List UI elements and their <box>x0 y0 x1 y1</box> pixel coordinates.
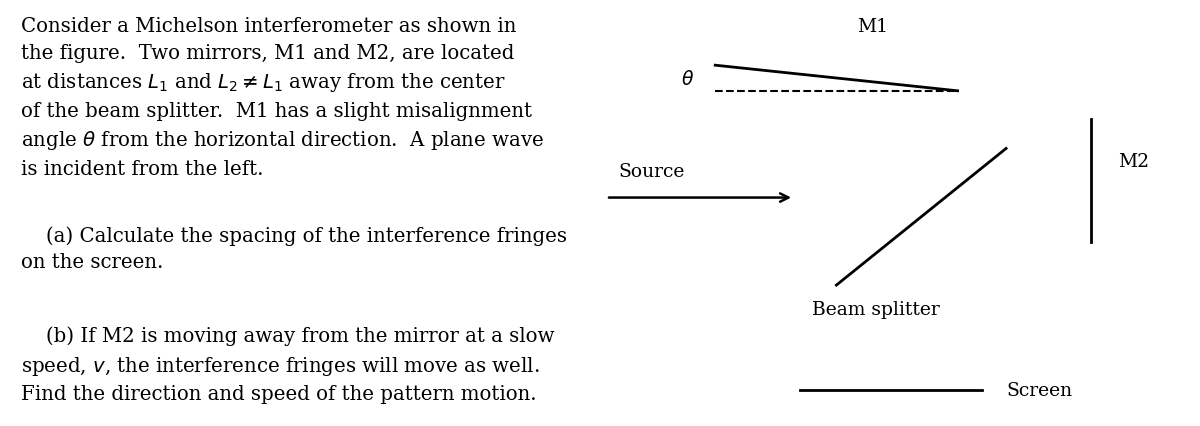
Text: M2: M2 <box>1118 153 1150 171</box>
Text: $\theta$: $\theta$ <box>680 70 694 89</box>
Text: (a) Calculate the spacing of the interference fringes
on the screen.: (a) Calculate the spacing of the interfe… <box>20 226 566 272</box>
Text: (b) If M2 is moving away from the mirror at a slow
speed, $v$, the interference : (b) If M2 is moving away from the mirror… <box>20 326 554 403</box>
Text: Consider a Michelson interferometer as shown in
the figure.  Two mirrors, M1 and: Consider a Michelson interferometer as s… <box>20 17 544 178</box>
Text: Screen: Screen <box>1006 381 1073 399</box>
Text: M1: M1 <box>857 18 888 36</box>
Text: Beam splitter: Beam splitter <box>812 300 940 318</box>
Text: Source: Source <box>618 163 685 181</box>
